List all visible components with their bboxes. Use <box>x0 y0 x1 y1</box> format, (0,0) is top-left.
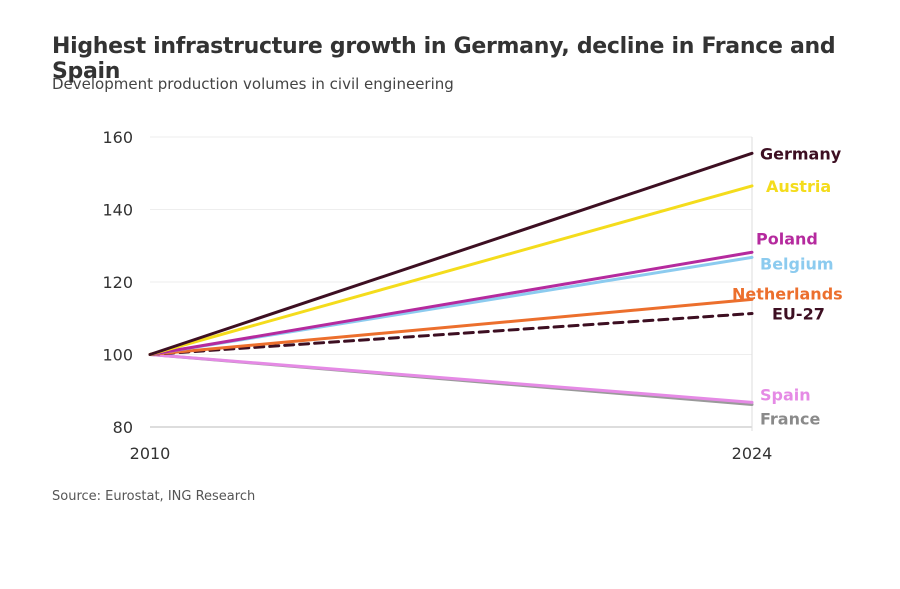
series-label-france: France <box>760 410 820 429</box>
series-label-eu-27: EU-27 <box>772 305 825 324</box>
series-label-belgium: Belgium <box>760 254 834 273</box>
y-tick-label: 160 <box>102 128 133 147</box>
series-lines <box>148 151 754 407</box>
x-axis-labels: 2010 2024 <box>130 444 773 463</box>
y-tick-label: 120 <box>102 273 133 292</box>
x-tick-label: 2024 <box>732 444 773 463</box>
y-tick-label: 80 <box>113 418 133 437</box>
series-line-germany <box>148 151 754 356</box>
series-line-eu-27 <box>148 312 754 356</box>
y-tick-label: 140 <box>102 201 133 220</box>
y-tick-label: 100 <box>102 346 133 365</box>
series-line-spain <box>148 353 754 404</box>
series-label-spain: Spain <box>760 385 811 404</box>
series-labels: Germany Austria Poland Belgium Netherlands EU… <box>732 144 843 428</box>
series-line-austria <box>148 184 754 356</box>
chart-subtitle: Development production volumes in civil … <box>52 75 454 93</box>
y-axis-labels: 80 100 120 140 160 <box>102 128 133 437</box>
series-line-netherlands <box>148 297 754 356</box>
series-label-austria: Austria <box>766 177 831 196</box>
x-tick-label: 2010 <box>130 444 171 463</box>
series-label-germany: Germany <box>760 144 842 163</box>
grid-lines <box>150 136 753 431</box>
series-label-netherlands: Netherlands <box>732 284 843 303</box>
series-label-poland: Poland <box>756 229 818 248</box>
source-note: Source: Eurostat, ING Research <box>52 489 256 504</box>
series-line-poland <box>148 250 754 356</box>
chart-title: Highest infrastructure growth in Germany… <box>52 34 836 84</box>
